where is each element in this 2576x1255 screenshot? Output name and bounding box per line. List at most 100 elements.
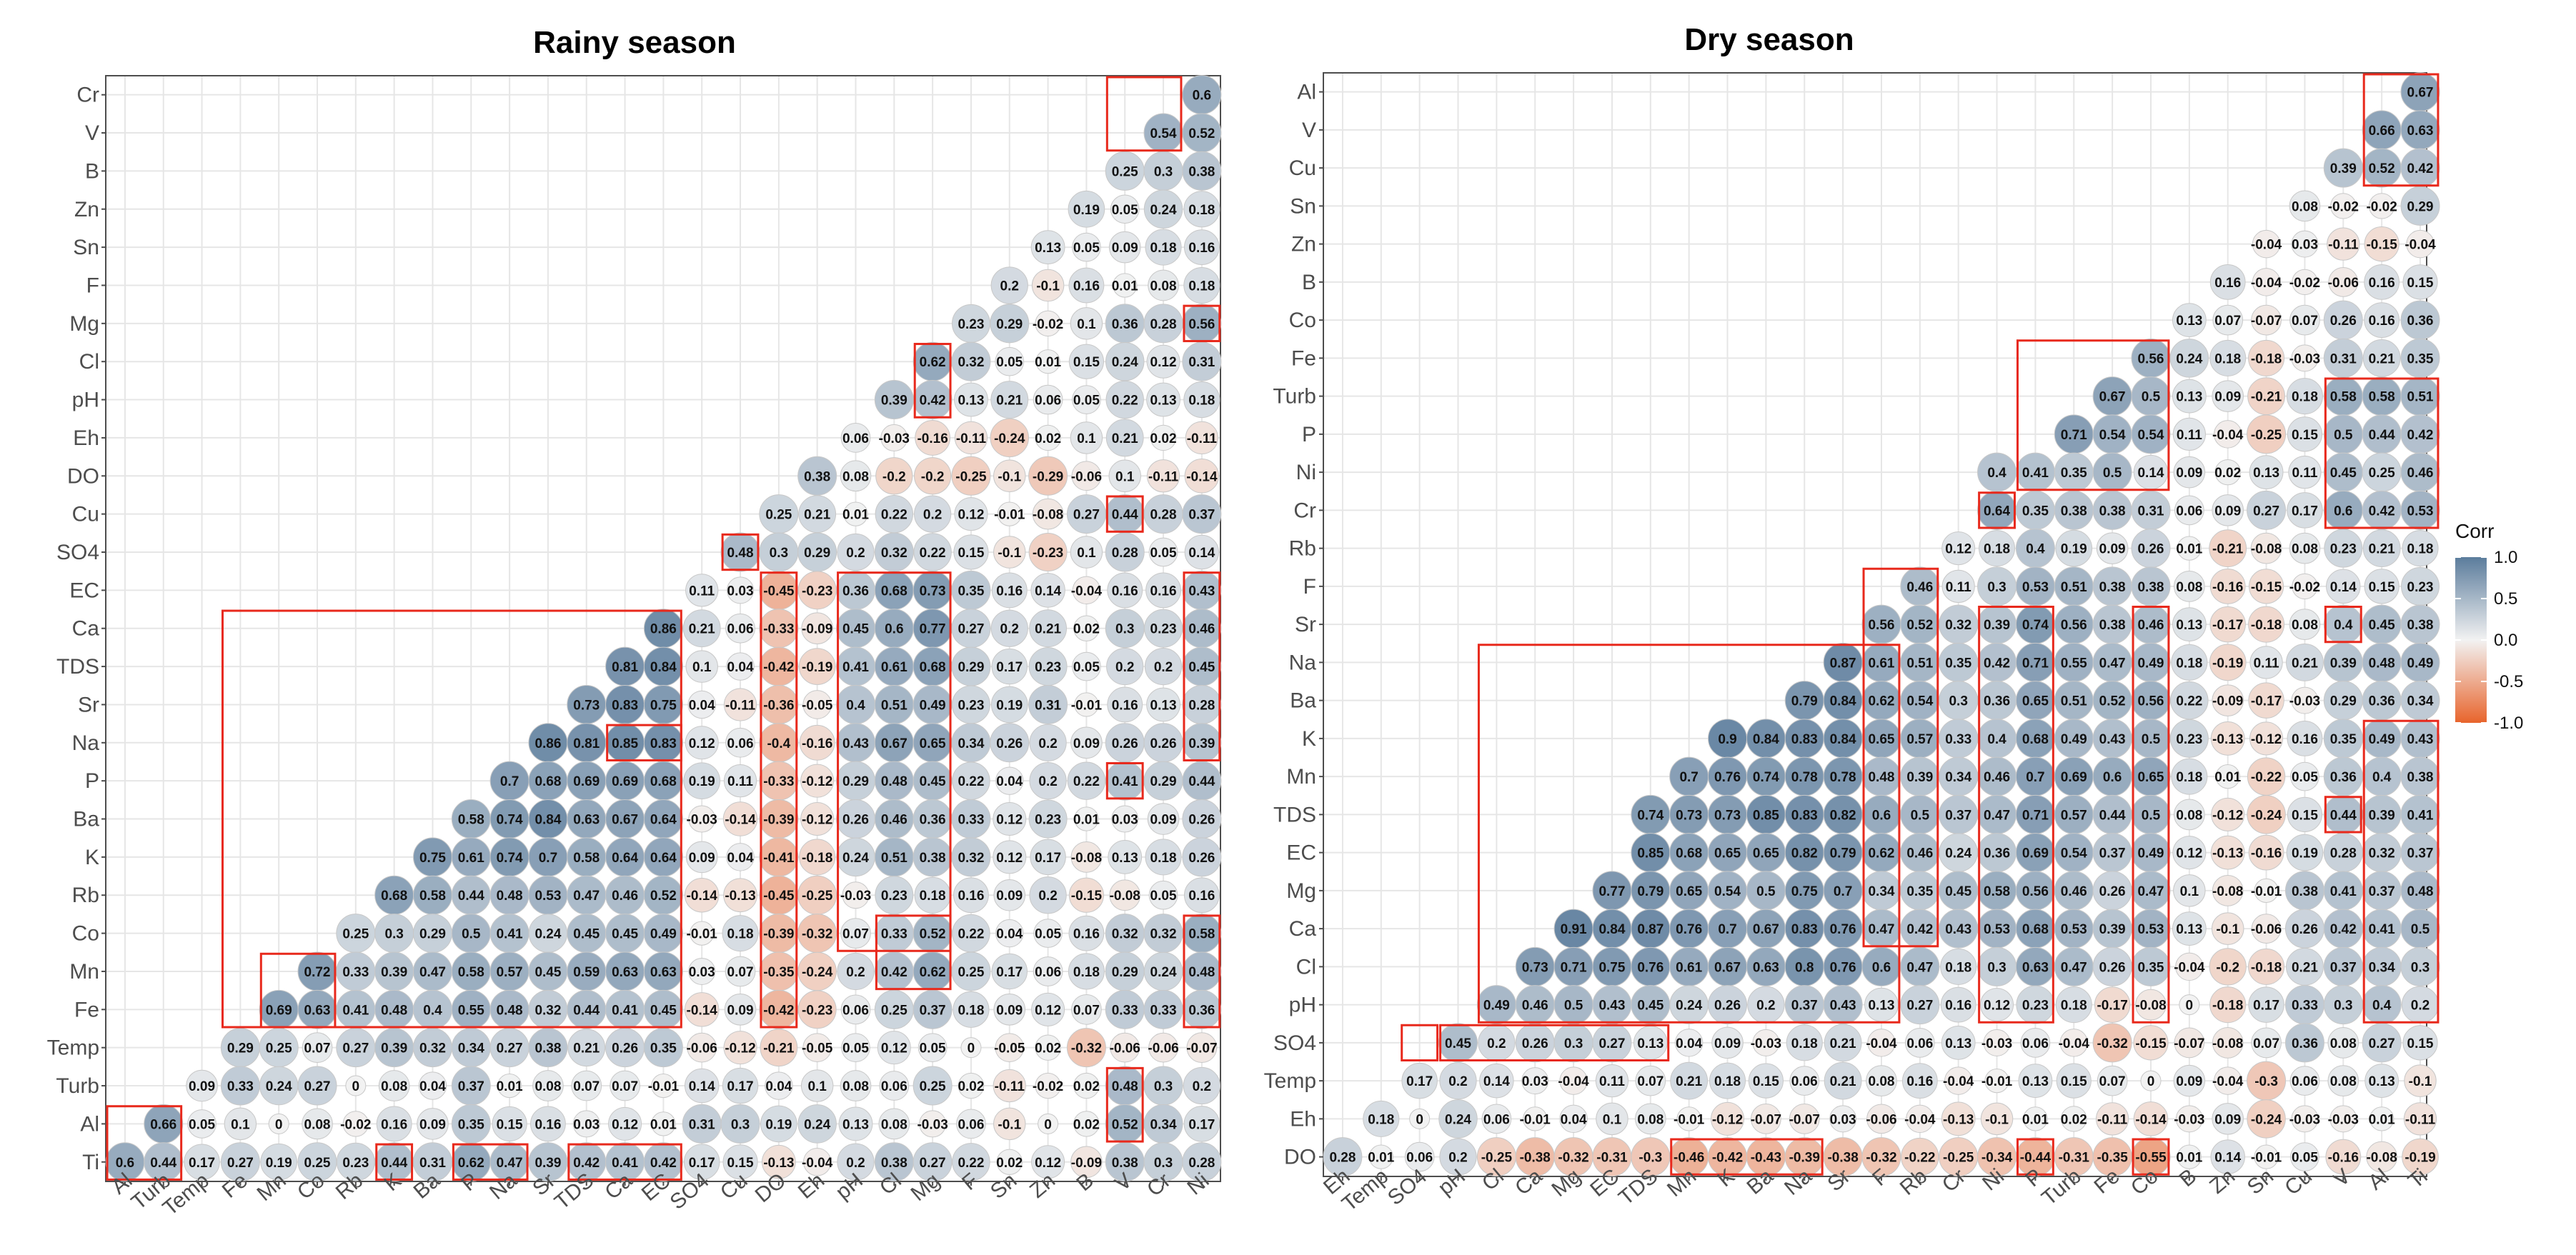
rainy-corr-value: 0.02 [1035,1041,1061,1056]
rainy-corr-circle [1070,536,1103,569]
dry-corr-value: 0.39 [1906,770,1933,785]
rainy-corr-value: 0.61 [458,851,484,866]
rainy-corr-circle [914,495,952,533]
rainy-corr-value: 0.15 [727,1156,754,1171]
dry-corr-circle [1676,1106,1701,1131]
rainy-y-tick-label: Ca [72,617,100,641]
rainy-corr-circle [187,1109,217,1139]
rainy-corr-value: -0.24 [994,431,1025,446]
rainy-corr-value: 0.38 [1112,1156,1138,1171]
dry-corr-value: 0.57 [1906,732,1933,747]
rainy-corr-value: 0.69 [266,1003,292,1018]
rainy-corr-circle [990,723,1030,763]
dry-corr-circle [2094,986,2131,1023]
rainy-corr-circle [991,648,1028,685]
rainy-highlight-frame [1105,76,1183,152]
dry-corr-value: 0.47 [2061,960,2087,975]
dry-corr-circle [2174,495,2204,526]
dry-corr-value: 0.37 [1791,999,1818,1014]
rainy-y-axis-labels: Cr VB Zn Sn F Mg Cl pH Eh DO Cu SO4 EC Ca TDS Sr Na P Ba KR… [47,84,106,1174]
rainy-corr-circle [1183,266,1220,304]
rainy-corr-value: 0.29 [804,546,830,561]
dry-corr-circle [2329,1105,2357,1133]
dry-corr-value: 0.2 [1448,1074,1467,1089]
dry-corr-value: 0.49 [2407,656,2434,671]
rainy-corr-value: 0.74 [497,813,523,828]
rainy-corr-circle [1183,191,1220,228]
dry-corr-value: 0.47 [2099,656,2126,671]
dry-corr-circle [2249,646,2283,679]
dry-corr-value: -0.11 [2328,238,2359,253]
dry-corr-circle [1592,1023,1632,1063]
rainy-corr-value: 0.57 [497,965,523,980]
dry-corr-circle [2212,684,2244,716]
rainy-corr-value: 0.48 [881,774,907,789]
rainy-corr-value: 0.38 [534,1041,561,1056]
rainy-corr-value: 0.36 [920,813,946,828]
rainy-corr-circle [690,921,715,946]
rainy-corr-value: 0.4 [423,1003,442,1018]
dry-corr-circle [2248,948,2285,985]
dry-corr-value: 0.01 [2369,1112,2395,1127]
rainy-corr-value: 0.02 [996,1156,1023,1171]
dry-corr-value: 0.07 [2292,314,2318,329]
dry-corr-circle [1866,1104,1896,1134]
rainy-corr-value: 0.04 [996,927,1023,942]
rainy-corr-circle [1071,461,1102,491]
dry-season-panel: Dry season 0.670.66 0.630.39 0.52 0.420.08-… [1264,22,2440,1216]
rainy-corr-value: 0.32 [881,546,907,561]
dry-corr-value: 0.76 [1830,922,1856,937]
dry-corr-value: 0.63 [2022,960,2049,975]
rainy-corr-value: 0.12 [1150,355,1177,370]
rainy-corr-value: 0.23 [1150,622,1177,637]
rainy-corr-value: 0.12 [881,1041,907,1056]
dry-corr-value: -0.07 [1751,1112,1781,1127]
dry-y-tick-label: Mn [1286,765,1316,789]
rainy-corr-value: 0.09 [1112,241,1138,256]
dry-corr-circle [2249,721,2284,756]
dry-corr-circle [2364,569,2400,604]
rainy-corr-circle [1148,269,1179,301]
rainy-corr-circle [1146,382,1180,417]
rainy-corr-value: 0.17 [996,660,1023,675]
dry-corr-value: 0.08 [2330,1036,2357,1051]
rainy-corr-value: -0.23 [802,584,832,599]
dry-corr-circle [2172,379,2207,414]
rainy-corr-circle [722,1144,758,1180]
rainy-corr-value: 0.12 [996,851,1023,866]
rainy-corr-value: 0.08 [842,469,869,484]
rainy-highlight-frames [106,76,1221,1181]
dry-corr-circle [2173,456,2206,489]
rainy-corr-value: 0.2 [846,965,865,980]
rainy-highlight-frame [1183,304,1221,343]
dry-corr-value: -0.32 [2097,1036,2127,1051]
dry-corr-value: 0.65 [1868,732,1894,747]
rainy-corr-value: 0.38 [804,469,830,484]
rainy-corr-value: 0.54 [1150,126,1177,141]
dry-corr-value: 0.06 [1906,1036,1933,1051]
rainy-corr-circle [1108,231,1141,264]
rainy-corr-circle [651,1111,676,1136]
dry-corr-value: -0.3 [1638,1151,1662,1166]
rainy-corr-circle [958,1072,985,1099]
rainy-corr-circle [1183,229,1220,266]
rainy-corr-circle [1070,841,1103,873]
dry-corr-value: 0.36 [2330,770,2357,785]
rainy-corr-value: 0.28 [1150,508,1177,523]
dry-corr-value: 0.53 [2137,922,2164,937]
rainy-corr-value: 0.26 [1150,736,1177,751]
rainy-y-tick-label: Sr [78,693,99,716]
rainy-corr-value: 0.69 [573,774,600,789]
dry-corr-circle [2291,686,2319,714]
rainy-corr-circle [1028,533,1068,571]
dry-corr-value: 0.09 [2099,542,2126,557]
rainy-corr-value: -0.2 [921,469,945,484]
dry-corr-circle [2402,530,2439,567]
rainy-corr-circle [951,456,991,496]
dry-corr-value: 0.76 [1714,770,1741,785]
dry-corr-circle [1752,1029,1780,1056]
rainy-corr-value: 0.05 [1112,203,1138,218]
rainy-y-tick-label: B [85,159,99,183]
dry-corr-value: 0.6 [2103,770,2122,785]
rainy-corr-value: 0.68 [381,889,407,904]
